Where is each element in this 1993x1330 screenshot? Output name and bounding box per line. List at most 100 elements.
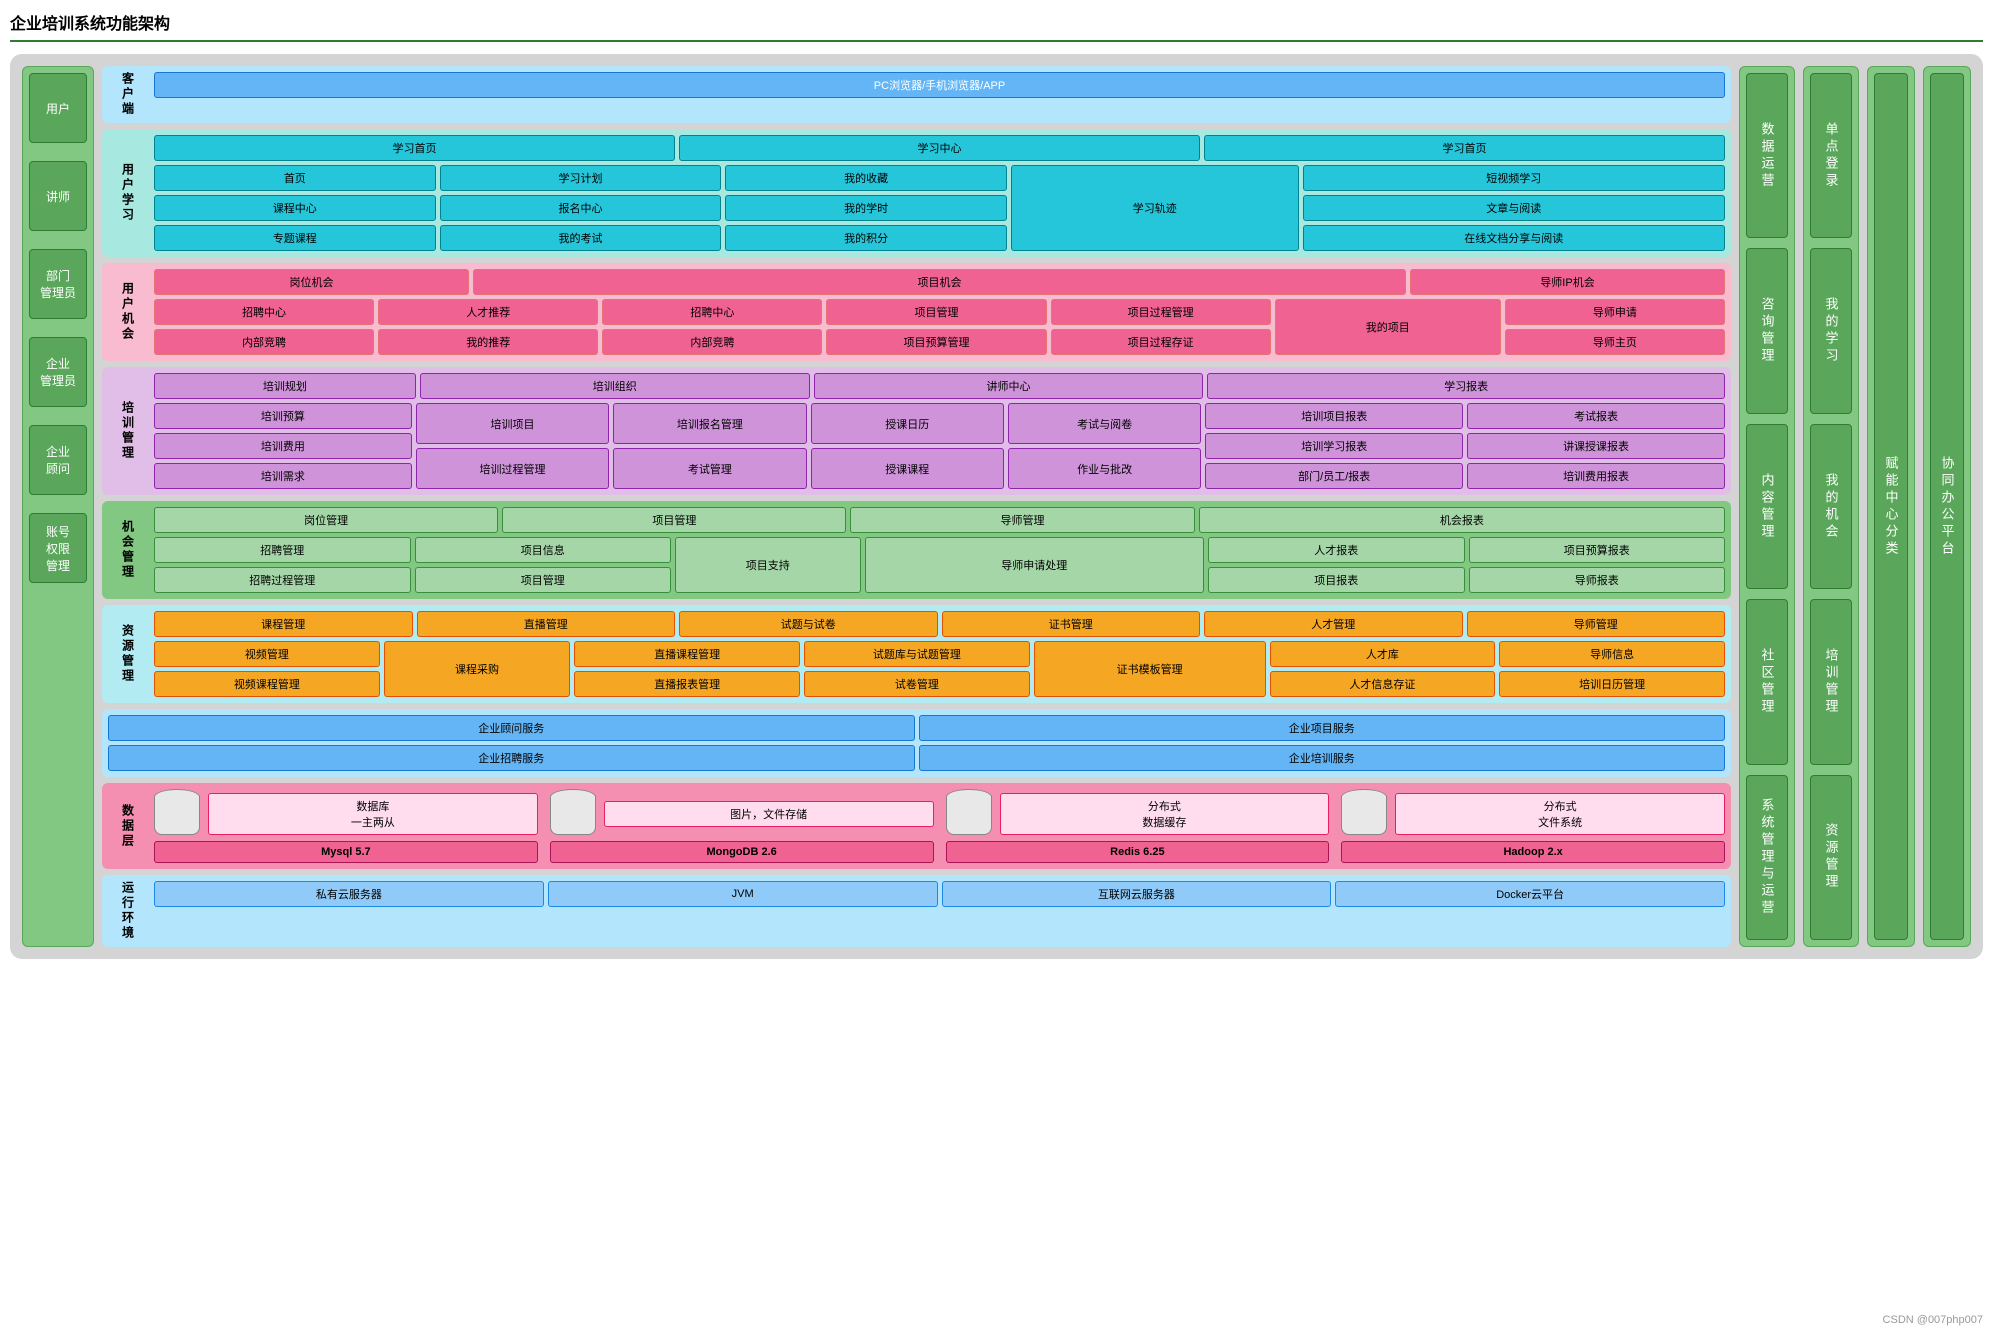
cell: 试题库与试题管理试卷管理 [804, 641, 1030, 697]
cell: 岗位机会项目机会导师IP机会 [154, 269, 1725, 295]
cell: 招聘中心 [154, 299, 374, 325]
cell: 试题与试卷 [679, 611, 938, 637]
cell: 导师管理 [850, 507, 1194, 533]
cell: 岗位管理项目管理导师管理机会报表 [154, 507, 1725, 533]
left-roles-panel: 用户讲师部门 管理员企业 管理员企业 顾问账号 权限 管理 [22, 66, 94, 947]
cell: 导师管理 [1467, 611, 1726, 637]
cell: 我的积分 [725, 225, 1007, 251]
cylinder-icon [1341, 789, 1387, 835]
cell: 作业与批改 [1008, 448, 1201, 489]
cell: 学习首页学习中心学习首页 [154, 135, 1725, 161]
cell: 培训预算培训费用培训需求 [154, 403, 412, 489]
cell: 培训预算 [154, 403, 412, 429]
cell: 岗位机会 [154, 269, 469, 295]
cell: 培训需求 [154, 463, 412, 489]
layer-resource: 资源管理 课程管理直播管理试题与试卷证书管理人才管理导师管理视频管理视频课程管理… [102, 605, 1731, 703]
cell: 部门/员工/报表 [1205, 463, 1463, 489]
layer-label-runtime: 运行环境 [108, 881, 148, 941]
cell: MongoDB 2.6 [550, 841, 934, 863]
cell: 培训报名管理考试管理 [613, 403, 806, 489]
cell: 人才管理 [1204, 611, 1463, 637]
right-cell: 单点登录 [1810, 73, 1852, 238]
cell: 考试管理 [613, 448, 806, 489]
cell: 学习计划报名中心我的考试 [440, 165, 722, 251]
right-cell: 咨询管理 [1746, 248, 1788, 413]
watermark: CSDN @007php007 [1883, 1314, 1983, 1326]
cell: 人才推荐我的推荐 [378, 299, 598, 355]
cylinder-icon [550, 789, 596, 835]
cell: 直播管理 [417, 611, 676, 637]
cell: 视频课程管理 [154, 671, 380, 697]
cell: 招聘管理 [154, 537, 411, 563]
diagram-root: 用户讲师部门 管理员企业 管理员企业 顾问账号 权限 管理 客户端 PC浏览器/… [10, 54, 1983, 959]
cell: 私有云服务器 [154, 881, 544, 907]
cell: 学习计划 [440, 165, 722, 191]
cell: 考试报表 [1467, 403, 1725, 429]
cell: 招聘中心内部竞聘 [602, 299, 822, 355]
cell: 培训学习报表 [1205, 433, 1463, 459]
cell: 导师信息 [1499, 641, 1725, 667]
cell: 图片，文件存储 [604, 801, 934, 827]
cell: 项目预算报表导师报表 [1469, 537, 1726, 593]
layer-label-user-study: 用户学习 [108, 135, 148, 251]
layer-chance-mgr: 机会管理 岗位管理项目管理导师管理机会报表招聘管理招聘过程管理项目信息项目管理项… [102, 501, 1731, 599]
cell: 招聘中心内部竞聘人才推荐我的推荐招聘中心内部竞聘项目管理项目预算管理项目过程管理… [154, 299, 1725, 355]
cell: 人才库 [1270, 641, 1496, 667]
layer-user-study: 用户学习 学习首页学习中心学习首页首页课程中心专题课程学习计划报名中心我的考试我… [102, 129, 1731, 257]
cell: 数据库 一主两从 [154, 789, 538, 839]
cell: 直播课程管理 [574, 641, 800, 667]
cell: 岗位管理 [154, 507, 498, 533]
layer-label-chance-mgr: 机会管理 [108, 507, 148, 593]
layer-data: 数据层 数据库 一主两从Mysql 5.7图片，文件存储MongoDB 2.6分… [102, 783, 1731, 869]
right-col-4: 协同办公平台 [1923, 66, 1971, 947]
cell: 证书管理 [942, 611, 1201, 637]
layer-label-training: 培训管理 [108, 373, 148, 489]
cell: 项目报表 [1208, 567, 1465, 593]
cell: 首页 [154, 165, 436, 191]
cell: 直播报表管理 [574, 671, 800, 697]
role-btn: 用户 [29, 73, 87, 143]
role-btn: 讲师 [29, 161, 87, 231]
cell: 视频管理视频课程管理 [154, 641, 380, 697]
cell: 课程管理直播管理试题与试卷证书管理人才管理导师管理 [154, 611, 1725, 637]
layer-label-resource: 资源管理 [108, 611, 148, 697]
cell: 企业项目服务 [919, 715, 1726, 741]
cell: 分布式 文件系统 [1395, 793, 1725, 835]
right-cell: 资源管理 [1810, 775, 1852, 940]
db-item: 数据库 一主两从Mysql 5.7 [154, 789, 538, 863]
cell: 项目预算管理 [826, 329, 1046, 355]
cell: 项目过程存证 [1051, 329, 1271, 355]
cell: 企业培训服务 [919, 745, 1726, 771]
cell: 项目信息项目管理 [415, 537, 672, 593]
cell: 培训规划培训组织讲师中心学习报表 [154, 373, 1725, 399]
cell: 人才信息存证 [1270, 671, 1496, 697]
page-title: 企业培训系统功能架构 [10, 10, 1983, 42]
right-cell: 我的学习 [1810, 248, 1852, 413]
role-btn: 企业 管理员 [29, 337, 87, 407]
right-cell: 社区管理 [1746, 599, 1788, 764]
cell: 我的收藏 [725, 165, 1007, 191]
cell: 企业招聘服务 [108, 745, 915, 771]
cell: 我的考试 [440, 225, 722, 251]
cell: 人才库人才信息存证 [1270, 641, 1496, 697]
cell: 考试与阅卷 [1008, 403, 1201, 444]
layer-training: 培训管理 培训规划培训组织讲师中心学习报表培训预算培训费用培训需求培训项目培训过… [102, 367, 1731, 495]
cell: Redis 6.25 [946, 841, 1330, 863]
role-btn: 部门 管理员 [29, 249, 87, 319]
cell: 我的学时 [725, 195, 1007, 221]
cell: 讲课授课报表 [1467, 433, 1725, 459]
cell: 培训规划 [154, 373, 416, 399]
cell: Mysql 5.7 [154, 841, 538, 863]
cell: 招聘过程管理 [154, 567, 411, 593]
cell: 企业顾问服务 [108, 715, 915, 741]
layer-runtime: 运行环境 私有云服务器JVM互联网云服务器Docker云平台 [102, 875, 1731, 947]
cell: 项目管理项目预算管理 [826, 299, 1046, 355]
cell: 培训报名管理 [613, 403, 806, 444]
cell: 项目过程管理 [1051, 299, 1271, 325]
cell: 机会报表 [1199, 507, 1725, 533]
cell: 在线文档分享与阅读 [1303, 225, 1725, 251]
cell: 学习轨迹 [1011, 165, 1299, 251]
cell: 学习报表 [1207, 373, 1725, 399]
cell: 课程采购 [384, 641, 571, 697]
cell: 我的收藏我的学时我的积分 [725, 165, 1007, 251]
